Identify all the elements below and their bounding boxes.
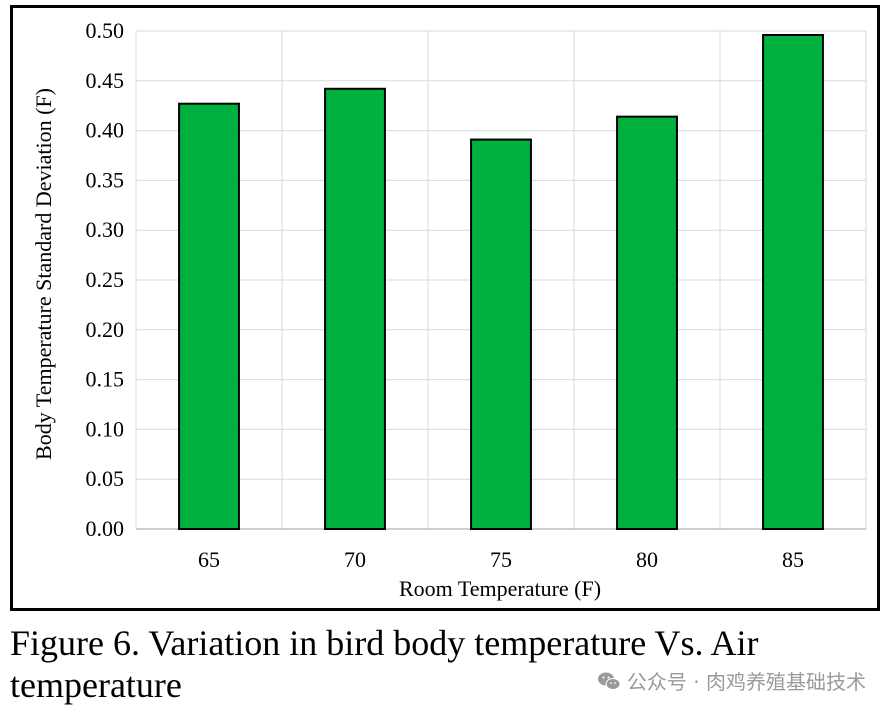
y-tick-label: 0.25 [86,267,125,292]
x-tick-labels: 65 70 75 80 85 [198,547,804,572]
y-tick-label: 0.05 [86,466,125,491]
y-tick-label: 0.50 [86,18,125,43]
y-tick-label: 0.00 [86,516,125,541]
bar-85 [762,33,824,530]
y-tick-label: 0.45 [86,68,125,93]
x-tick-label: 85 [782,547,804,572]
bar-75 [470,138,532,530]
y-tick-label: 0.15 [86,367,125,392]
bar-chart: 0.00 0.05 0.10 0.15 0.20 0.25 0.30 0.35 0.40 0.45… [31,18,867,601]
y-axis-title: Body Temperature Standard Deviation (F) [31,88,56,460]
x-tick-label: 65 [198,547,220,572]
watermark: 公众号 · 肉鸡养殖基础技术 [597,666,866,695]
y-tick-labels: 0.00 0.05 0.10 0.15 0.20 0.25 0.30 0.35 0.40 0.45… [86,18,125,541]
x-axis-title: Room Temperature (F) [399,576,601,601]
figure-caption: Figure 6. Variation in bird body tempera… [10,623,759,705]
x-tick-label: 70 [344,547,366,572]
y-tick-label: 0.20 [86,317,125,342]
y-tick-label: 0.35 [86,167,125,192]
y-tick-label: 0.40 [86,118,125,143]
bar-70 [324,87,386,530]
y-tick-label: 0.30 [86,217,125,242]
watermark-text: 公众号 · 肉鸡养殖基础技术 [626,670,866,694]
x-tick-label: 75 [490,547,512,572]
wechat-icon [597,672,621,690]
y-tick-label: 0.10 [86,416,125,441]
chart-frame: 0.00 0.05 0.10 0.15 0.20 0.25 0.30 0.35 0.40 0.45… [10,5,880,611]
bars [178,33,824,530]
bar-65 [178,102,240,530]
bar-80 [616,115,678,530]
x-tick-label: 80 [636,547,658,572]
